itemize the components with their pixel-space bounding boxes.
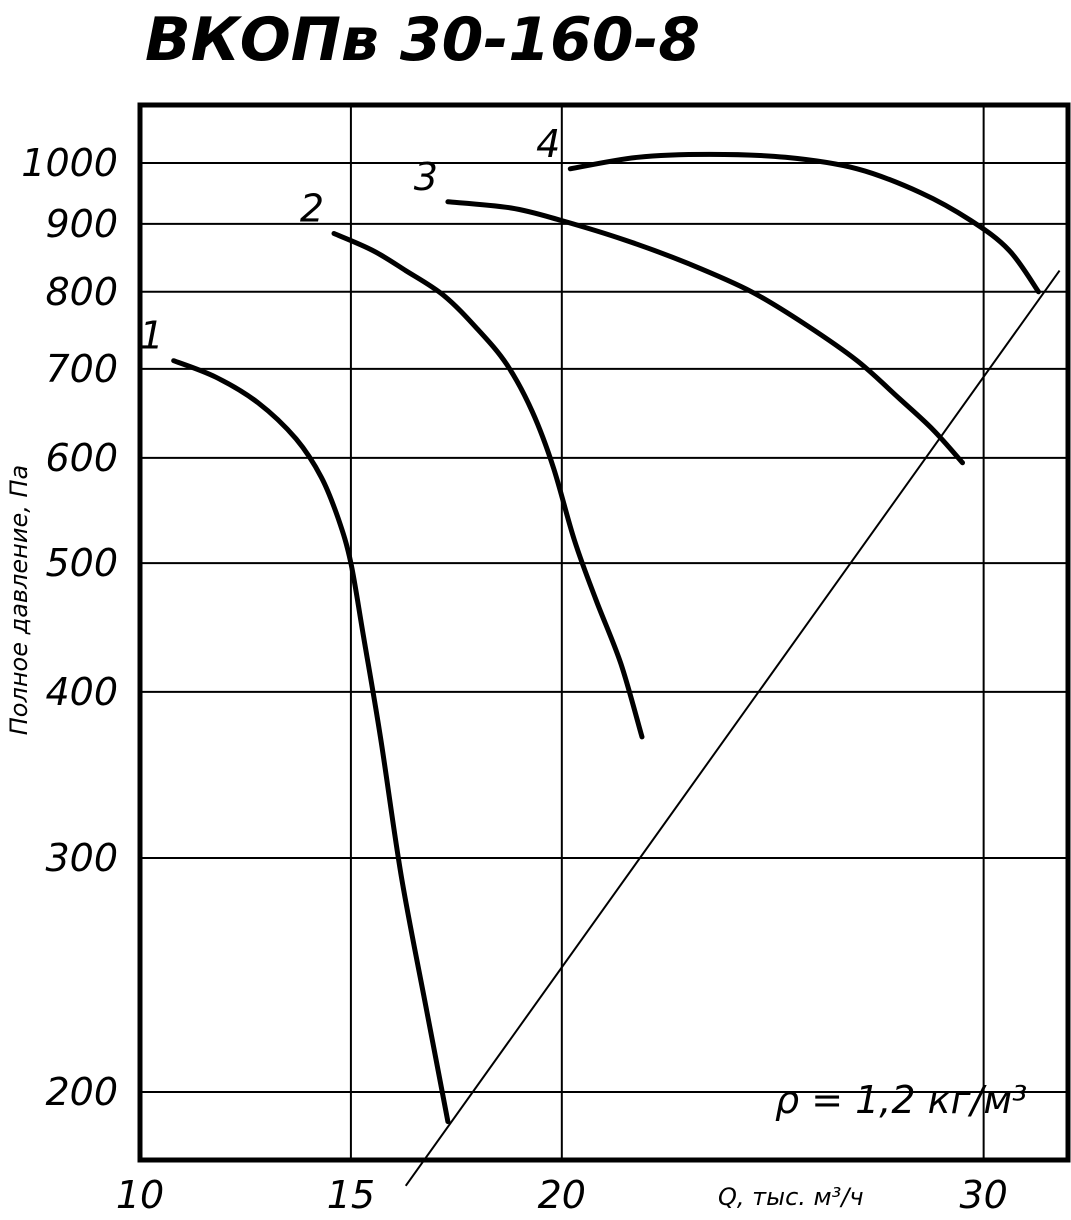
y-tick-label-900: 900 <box>45 202 118 246</box>
chart-title: ВКОПв 30-160-8 <box>145 5 700 75</box>
x-axis-label: Q, тыс. м³/ч <box>718 1183 864 1211</box>
curve-group <box>171 151 1041 1125</box>
curve-label-3: 3 <box>414 155 438 199</box>
tick-label-group: 200 300 400 500 600 700 800 900 1000 10 15 20 30 <box>21 141 1008 1217</box>
curve-label-1: 1 <box>140 314 164 358</box>
y-tick-label-600: 600 <box>45 436 118 480</box>
curve-3 <box>445 199 965 466</box>
y-tick-label-200: 200 <box>45 1070 118 1114</box>
x-tick-label-10: 10 <box>116 1173 164 1217</box>
x-tick-label-30: 30 <box>959 1173 1007 1217</box>
curve-1 <box>171 358 451 1125</box>
curve-2 <box>331 231 645 740</box>
y-tick-label-700: 700 <box>45 347 118 391</box>
air-density-annotation: ρ = 1,2 кг/м³ <box>775 1078 1027 1122</box>
y-axis-label: Полное давление, Па <box>5 465 33 735</box>
y-tick-label-1000: 1000 <box>21 141 118 185</box>
curve-label-group: 1 2 3 4 <box>140 122 561 358</box>
y-tick-label-300: 300 <box>45 836 118 880</box>
grid-lines <box>140 105 1068 1160</box>
plot-frame <box>137 102 1071 1163</box>
curve-label-2: 2 <box>300 187 324 231</box>
y-tick-label-800: 800 <box>45 270 118 314</box>
curve-4 <box>567 151 1041 295</box>
curve-label-4: 4 <box>536 122 560 166</box>
limit-line-group <box>404 269 1061 1187</box>
y-tick-label-400: 400 <box>45 670 118 714</box>
x-tick-label-20: 20 <box>538 1173 586 1217</box>
y-tick-label-500: 500 <box>45 541 118 585</box>
x-tick-label-15: 15 <box>327 1173 375 1217</box>
operating-limit-line <box>404 269 1061 1187</box>
